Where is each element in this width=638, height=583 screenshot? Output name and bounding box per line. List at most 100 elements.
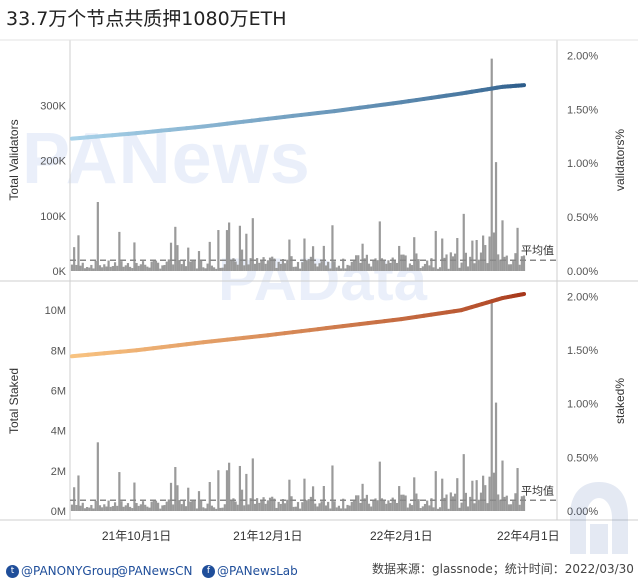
daily-bar: [208, 482, 211, 511]
daily-bar: [344, 508, 347, 511]
daily-bar: [105, 506, 108, 511]
daily-bar: [469, 256, 472, 271]
daily-bar: [146, 266, 149, 271]
daily-bar: [176, 485, 179, 511]
daily-bar: [322, 245, 325, 271]
y2-tick-label: 0.00%: [567, 266, 598, 278]
daily-bar: [124, 265, 127, 271]
daily-bar: [337, 265, 341, 271]
daily-bar: [266, 500, 269, 511]
daily-bar: [456, 478, 459, 511]
daily-bar: [182, 260, 186, 271]
daily-bar: [288, 239, 291, 271]
y2-tick-label: 1.00%: [567, 399, 598, 411]
daily-bar: [432, 267, 435, 271]
daily-bar: [187, 487, 190, 511]
daily-bar: [281, 259, 285, 271]
daily-bar: [329, 508, 332, 511]
y2-tick-label: 0.00%: [567, 506, 598, 518]
daily-bar: [238, 465, 241, 511]
daily-bar: [404, 495, 407, 511]
daily-bar: [415, 493, 418, 511]
daily-bar: [182, 500, 186, 511]
daily-bar: [178, 500, 181, 511]
y-tick-label: 6M: [51, 385, 66, 397]
daily-bar: [73, 247, 76, 271]
daily-bar: [243, 265, 246, 271]
daily-bar: [256, 258, 259, 271]
daily-bar: [124, 505, 127, 511]
daily-bar: [314, 503, 317, 511]
daily-bar: [103, 264, 106, 271]
daily-bar: [501, 460, 504, 511]
daily-bar: [410, 265, 414, 271]
daily-bar: [339, 268, 343, 271]
daily-bar: [309, 256, 313, 271]
daily-bar: [492, 232, 495, 271]
daily-bar: [311, 486, 315, 511]
daily-bar: [103, 504, 106, 511]
x-tick-label: 22年2月1日: [370, 529, 433, 543]
daily-bar: [305, 500, 308, 511]
daily-bar: [516, 227, 519, 271]
footer-twitter-1[interactable]: t @PANONYGroup: [6, 564, 119, 578]
footer-facebook[interactable]: f @PANewsLab: [202, 564, 298, 578]
daily-bar: [141, 501, 145, 511]
daily-bar: [262, 497, 265, 511]
daily-bar: [445, 254, 448, 271]
footer-twitter-2[interactable]: @PANewsCN: [116, 564, 193, 578]
daily-bar: [215, 268, 218, 271]
y-tick-label: 200K: [40, 156, 66, 168]
daily-bar: [184, 266, 188, 271]
daily-bar: [206, 263, 209, 271]
daily-bar: [107, 500, 110, 511]
daily-bar: [279, 263, 282, 271]
y-tick-label: 10M: [45, 305, 66, 317]
daily-bar: [393, 500, 396, 511]
daily-bar: [438, 267, 442, 271]
daily-bar: [301, 502, 304, 511]
daily-bar: [383, 259, 386, 271]
daily-bar: [129, 266, 132, 271]
daily-bar: [122, 266, 125, 271]
daily-bar: [391, 257, 394, 271]
daily-bar: [378, 221, 381, 271]
daily-bar: [294, 266, 297, 271]
daily-bar: [346, 504, 349, 511]
daily-bar: [415, 253, 418, 271]
daily-bar: [372, 259, 375, 271]
daily-bar: [335, 267, 338, 271]
daily-bar: [395, 262, 399, 271]
daily-bar: [510, 264, 513, 271]
daily-bar: [505, 255, 508, 271]
daily-bar: [492, 472, 495, 511]
y2-tick-label: 2.00%: [567, 50, 598, 62]
daily-bar: [303, 478, 306, 511]
daily-bar: [77, 235, 80, 271]
x-tick-label: 21年10月1日: [102, 529, 171, 543]
daily-bar: [387, 260, 390, 271]
daily-bar: [236, 264, 239, 271]
daily-bar: [357, 255, 360, 271]
daily-bar: [249, 258, 252, 271]
daily-bar: [320, 501, 323, 511]
daily-bar: [163, 265, 166, 271]
daily-bar: [202, 267, 205, 271]
y-axis-title: Total Validators: [7, 119, 21, 200]
daily-bar: [350, 501, 353, 511]
daily-bar: [225, 230, 229, 271]
daily-bar: [372, 499, 375, 511]
daily-bar: [232, 498, 235, 511]
y-tick-label: 100K: [40, 211, 66, 223]
daily-bar: [126, 263, 130, 271]
daily-bar: [290, 496, 293, 511]
daily-bar: [191, 259, 194, 271]
daily-bar: [423, 263, 427, 271]
daily-bar: [462, 454, 465, 511]
daily-bar: [512, 501, 515, 511]
daily-bar: [96, 202, 99, 271]
daily-bar: [204, 268, 207, 271]
daily-bar: [357, 495, 360, 511]
daily-bar: [352, 499, 356, 511]
daily-bar: [432, 507, 435, 511]
